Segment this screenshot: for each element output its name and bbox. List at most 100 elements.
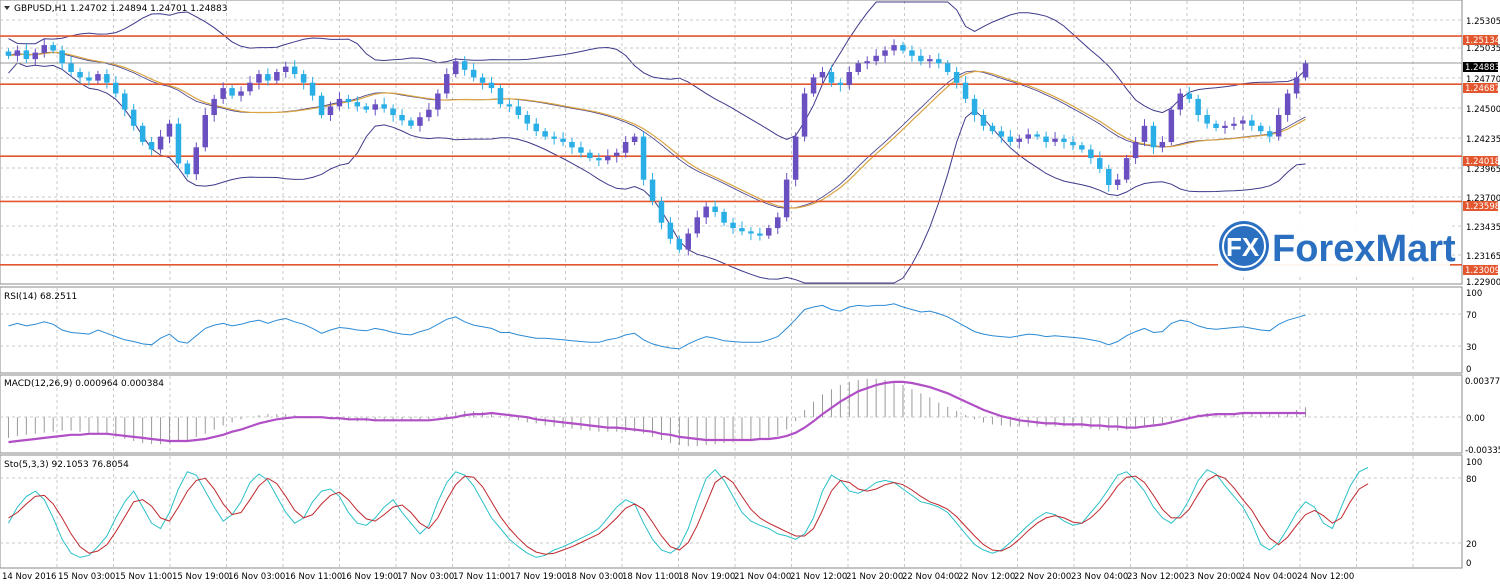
candle-body: [515, 106, 522, 115]
candle-body: [1195, 98, 1201, 115]
indicator-lines: [7, 303, 1369, 558]
price-tick: 1.24500: [1466, 105, 1500, 115]
candle-body: [962, 82, 969, 99]
rsi-pane[interactable]: [0, 286, 1463, 374]
time-label: 14 Nov 2016: [2, 572, 56, 582]
candle-body: [819, 72, 826, 78]
candle-body: [247, 82, 253, 92]
main-title[interactable]: GBPUSD,H1 1.24702 1.24894 1.24701 1.2488…: [4, 4, 227, 14]
candle-body: [157, 136, 164, 150]
time-label: 24 Nov 12:00: [1297, 572, 1354, 582]
candle-body: [837, 82, 844, 85]
candle-body: [399, 115, 405, 121]
candle-body: [104, 74, 110, 83]
candle-body: [327, 106, 334, 115]
candle-body: [32, 52, 38, 60]
candle-body: [1186, 93, 1192, 99]
support-resistance-levels: [0, 35, 1462, 266]
candle-body: [1052, 138, 1058, 142]
candle-body: [900, 45, 906, 51]
candle-body: [5, 51, 12, 56]
time-label: 22 Nov 04:00: [902, 572, 959, 582]
candle-body: [927, 59, 933, 62]
candle-body: [41, 45, 47, 53]
time-label: 18 Nov 03:00: [566, 572, 623, 582]
rsi-line: [8, 303, 1306, 350]
macd-tick: 0.003779: [1465, 377, 1500, 387]
candle-body: [354, 102, 361, 107]
candle-body: [739, 228, 745, 232]
candle-body: [685, 233, 691, 250]
candle-body: [1284, 93, 1291, 115]
stochastic-main-line: [8, 467, 1369, 558]
candlesticks: [5, 39, 1309, 256]
candle-body: [989, 125, 996, 132]
stochastic-pane[interactable]: [0, 454, 1463, 569]
candle-body: [318, 95, 325, 116]
candle-body: [488, 82, 495, 89]
candle-body: [596, 158, 602, 161]
candle-body: [220, 88, 226, 99]
level-label: 1.25134: [1465, 36, 1500, 46]
candle-body: [435, 93, 441, 110]
forexmart-logo: FX ForexMart: [1218, 214, 1456, 276]
candle-body: [792, 136, 799, 180]
logo-text: ForexMart: [1272, 228, 1456, 270]
candle-body: [953, 72, 960, 83]
macd-tick: 0.00: [1466, 414, 1485, 424]
candle-body: [936, 59, 942, 64]
candle-body: [506, 104, 513, 107]
candle-body: [50, 45, 56, 51]
candle-body: [846, 72, 852, 85]
candle-body: [909, 50, 915, 56]
candle-body: [461, 61, 468, 70]
candle-body: [775, 217, 781, 229]
candle-body: [873, 55, 879, 62]
time-label: 21 Nov 12:00: [790, 572, 847, 582]
candle-body: [300, 74, 307, 83]
candle-body: [77, 72, 83, 78]
moving-average: [8, 51, 1306, 209]
candle-body: [891, 45, 897, 51]
candle-body: [453, 61, 459, 75]
macd-signal-line: [8, 380, 1306, 444]
candle-body: [1302, 63, 1309, 78]
candle-body: [614, 152, 620, 156]
candle-body: [676, 238, 683, 250]
candle-body: [444, 74, 450, 94]
candle-body: [551, 136, 557, 139]
candle-body: [309, 82, 316, 96]
candle-body: [1097, 158, 1103, 169]
logo-emblem: [1219, 221, 1269, 271]
candle-body: [1007, 136, 1014, 142]
sto-tick: 20: [1466, 540, 1477, 550]
candle-body: [470, 69, 477, 78]
candle-body: [193, 147, 199, 175]
candle-body: [283, 66, 289, 72]
price-tick: 1.25305: [1466, 17, 1500, 27]
candle-body: [14, 50, 21, 56]
candle-body: [345, 98, 352, 103]
level-label: 1.24018: [1465, 157, 1500, 167]
candle-body: [363, 106, 369, 110]
candle-body: [238, 91, 244, 96]
candle-body: [175, 123, 182, 164]
dropdown-arrow-icon[interactable]: [4, 6, 10, 10]
stochastic-pane-title: Sto(5,3,3) 92.1053 76.8054: [4, 460, 129, 470]
candle-body: [640, 136, 647, 180]
candle-body: [605, 156, 611, 161]
candle-body: [560, 138, 566, 142]
candle-body: [274, 72, 280, 81]
candle-body: [757, 233, 763, 236]
price-tick: 1.22900: [1466, 278, 1500, 288]
price-tick: 1.23965: [1466, 165, 1500, 175]
rsi-tick: 70: [1466, 311, 1477, 321]
candle-body: [703, 206, 709, 218]
time-label: 17 Nov 19:00: [510, 572, 567, 582]
candle-body: [631, 136, 638, 142]
time-label: 17 Nov 03:00: [397, 572, 454, 582]
stochastic-signal-line: [8, 474, 1369, 555]
candle-body: [479, 77, 486, 83]
candle-body: [211, 98, 217, 115]
